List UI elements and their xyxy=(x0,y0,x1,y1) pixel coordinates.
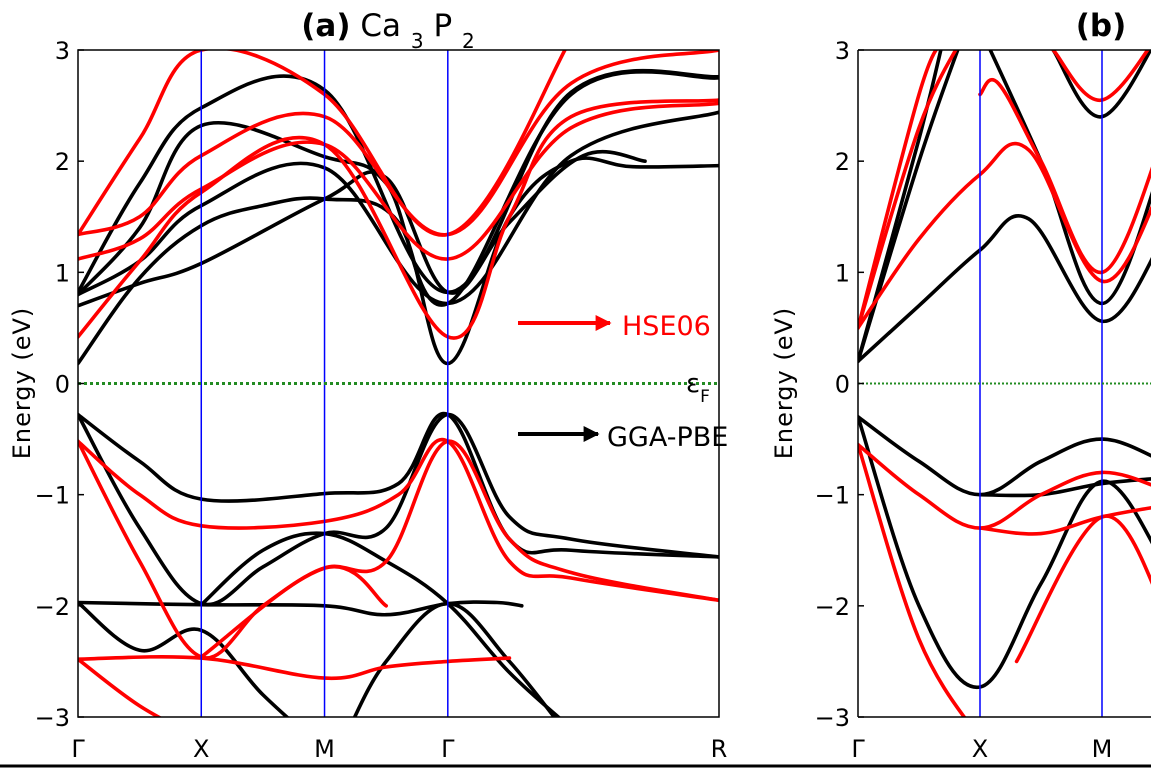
gga_pbe-band-0 xyxy=(858,415,1151,497)
panel-b: 3 2 1 0 −1 −2 −3 Γ X M Energy (eV) (b) xyxy=(770,8,1151,763)
ytick-label: 1 xyxy=(835,259,850,287)
xtick-label: Γ xyxy=(71,735,85,763)
hse06-band-8 xyxy=(858,442,1151,530)
xtick-label: X xyxy=(193,735,209,763)
ytick-label: 1 xyxy=(55,259,70,287)
hse06-band-9 xyxy=(858,442,967,717)
hse06-band-10 xyxy=(978,505,1151,536)
fermi-label: ε xyxy=(686,369,700,399)
gga_pbe-band-7 xyxy=(78,149,647,308)
panel-a-title: (a) Ca 3 P 2 xyxy=(301,8,475,53)
ytick-label: −1 xyxy=(35,482,70,510)
panel-a: 3 2 1 0 −1 −2 −3 Γ X M Γ R Energy (eV) (a) Ca 3 P … xyxy=(8,8,728,763)
ytick-label: −2 xyxy=(35,593,70,621)
panel-b-label: (b) xyxy=(1076,8,1127,44)
xtick-label: Γ xyxy=(851,735,865,763)
ytick-label: 2 xyxy=(835,148,850,176)
gga_pbe-band-2 xyxy=(78,600,524,617)
hse06-band-11 xyxy=(78,437,719,603)
gga_pbe-band-1 xyxy=(858,415,1151,689)
gga_pbe-band-9 xyxy=(78,70,719,307)
hse06-band-15 xyxy=(978,77,1151,275)
hse06-band-12 xyxy=(78,439,719,660)
gga_pbe-band-10 xyxy=(78,68,719,295)
ytick-label: −3 xyxy=(35,704,70,732)
hse06-band-18 xyxy=(78,50,719,237)
gga_pbe-band-8 xyxy=(78,110,719,306)
panel-a-label: (a) xyxy=(301,8,350,44)
hse06-band-14 xyxy=(858,50,939,330)
gga_pbe-band-3 xyxy=(858,214,1151,364)
svg-text:(a) Ca 3: (a) Ca 3 P 2 xyxy=(301,8,475,53)
hse06-band-12 xyxy=(858,141,1151,330)
hse06-band-14 xyxy=(78,657,163,717)
hse06-band-13 xyxy=(78,654,512,681)
panel-a-bands xyxy=(78,50,719,717)
panel-b-yticks: 3 2 1 0 −1 −2 −3 xyxy=(815,37,864,732)
ytick-label: 3 xyxy=(835,37,850,65)
panel-a-material-sub2: 2 xyxy=(462,29,475,53)
gga_pbe-band-5 xyxy=(352,601,557,717)
ytick-label: 3 xyxy=(55,37,70,65)
xtick-label: M xyxy=(314,735,335,763)
panel-a-material-mid: P xyxy=(433,8,452,44)
gga_pbe-band-5 xyxy=(858,50,943,364)
hse06-band-17 xyxy=(78,101,719,261)
gga_pbe-band-1 xyxy=(78,412,719,607)
panel-a-material-sub1: 3 xyxy=(411,29,424,53)
panel-a-material-base: Ca xyxy=(360,8,401,44)
panel-b-ylabel: Energy (eV) xyxy=(770,307,798,460)
hse06-annotation: HSE06 xyxy=(622,311,711,342)
xtick-label: M xyxy=(1092,735,1113,763)
gga-pbe-annotation: GGA-PBE xyxy=(607,422,728,453)
ytick-label: 0 xyxy=(835,371,850,399)
panel-a-yticks: 3 2 1 0 −1 −2 −3 xyxy=(35,37,84,732)
xtick-label: Γ xyxy=(441,735,455,763)
panel-a-ylabel: Energy (eV) xyxy=(8,307,36,460)
hse06-band-19 xyxy=(78,50,567,237)
svg-text:εF: εF xyxy=(686,369,710,407)
ytick-label: −3 xyxy=(815,704,850,732)
xtick-label: X xyxy=(972,735,988,763)
gga_pbe-band-0 xyxy=(78,411,719,559)
ytick-label: 2 xyxy=(55,148,70,176)
ytick-label: −2 xyxy=(815,593,850,621)
panel-b-bands xyxy=(858,50,1151,717)
ytick-label: −1 xyxy=(815,482,850,510)
fermi-label-sub: F xyxy=(700,387,710,407)
hse06-band-15 xyxy=(199,564,388,659)
xtick-label: R xyxy=(711,735,728,763)
ytick-label: 0 xyxy=(55,371,70,399)
hse06-band-16 xyxy=(78,98,719,340)
